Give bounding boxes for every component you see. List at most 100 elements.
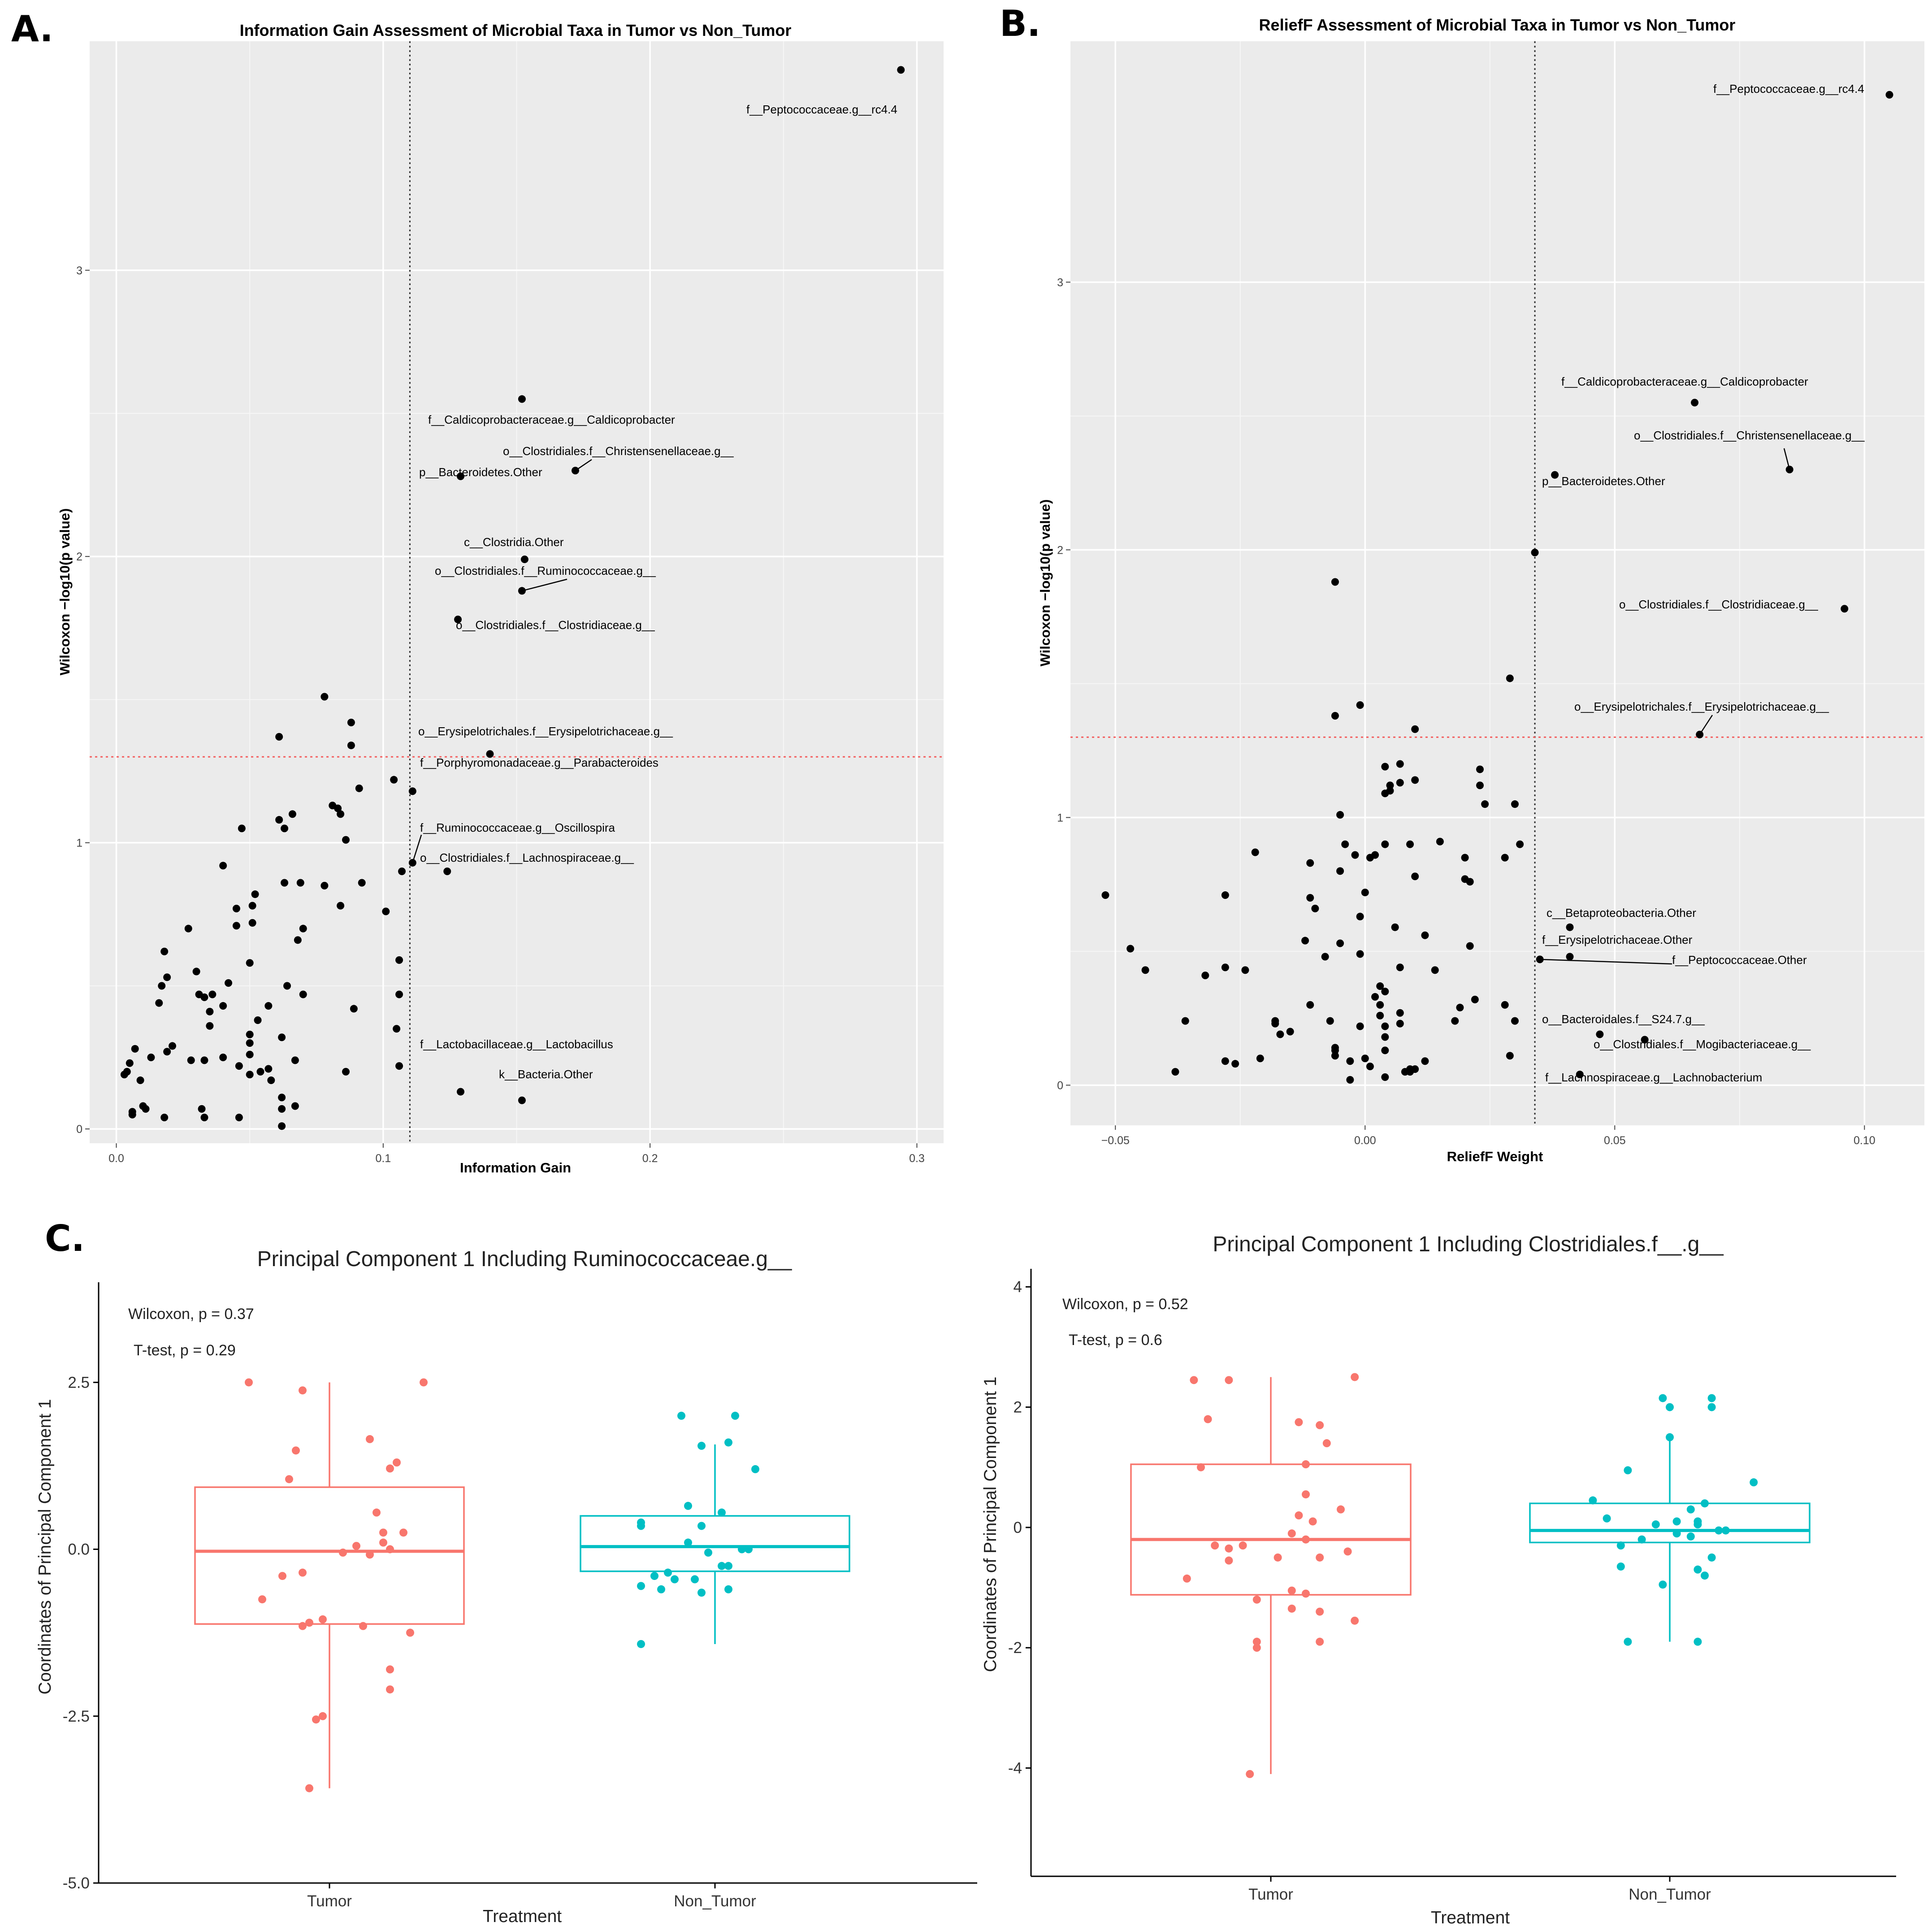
- panel-b-data-point: [1141, 966, 1149, 974]
- panel-b-data-point: [1221, 963, 1229, 972]
- panel-c-left-jitter-point: [299, 1386, 307, 1395]
- panel-b-point-label: c__Betaproteobacteria.Other: [1546, 906, 1696, 920]
- panel-b-data-point: [1501, 1001, 1509, 1009]
- panel-c-right-jitter-point: [1672, 1517, 1681, 1526]
- panel-c-left-ttest-label: T-test, p = 0.29: [134, 1342, 236, 1359]
- panel-b-data-point: [1381, 1022, 1389, 1030]
- panel-c-left-jitter-point: [386, 1665, 394, 1674]
- panel-c-left-jitter-point: [697, 1522, 706, 1530]
- panel-c-right-y-tick-label: 2: [1014, 1399, 1022, 1416]
- panel-a-labeled-point: [520, 555, 528, 564]
- panel-b-data-point: [1321, 953, 1329, 961]
- panel-a-data-point: [200, 993, 208, 1001]
- panel-a-data-point: [251, 890, 259, 898]
- panel-a-labeled-point: [518, 1096, 526, 1104]
- panel-a-data-point: [256, 1067, 264, 1076]
- panel-a-data-point: [275, 816, 283, 824]
- panel-b-data-point: [1466, 878, 1474, 886]
- panel-c-left-wilcoxon-label: Wilcoxon, p = 0.37: [128, 1306, 254, 1323]
- panel-a-data-point: [128, 1111, 136, 1119]
- panel-c-right-box-non-tumor: [1529, 1502, 1811, 1544]
- panel-b-data-point: [1171, 1068, 1179, 1076]
- panel-b-data-point: [1366, 1063, 1374, 1071]
- panel-b-data-point: [1456, 1003, 1464, 1011]
- panel-b-data-point: [1336, 867, 1344, 875]
- panel-c-right-jitter-point: [1750, 1478, 1758, 1487]
- panel-b-data-point: [1311, 904, 1319, 912]
- panel-b-data-point: [1331, 1052, 1339, 1060]
- panel-c-right-jitter-point: [1351, 1616, 1359, 1625]
- panel-c-left-jitter-point: [319, 1615, 327, 1623]
- panel-c-right-jitter-point: [1651, 1520, 1660, 1529]
- panel-a-data-point: [232, 922, 240, 930]
- panel-a-label-leader-line: [412, 834, 422, 863]
- panel-c-right-title: Principal Component 1 Including Clostrid…: [1213, 1232, 1724, 1256]
- panel-b-data-point: [1396, 1020, 1404, 1028]
- panel-a-data-point: [342, 1067, 350, 1076]
- panel-b-labeled-point: [1841, 605, 1849, 613]
- panel-b-data-point: [1381, 1046, 1389, 1054]
- panel-a-point-label: c__Clostridia.Other: [464, 535, 564, 549]
- panel-c-right-jitter-point: [1694, 1520, 1702, 1529]
- panel-a-data-point: [131, 1045, 139, 1053]
- panel-c-left-x-tick-label-non-tumor: Non_Tumor: [674, 1892, 756, 1910]
- panel-a-data-point: [184, 924, 192, 933]
- panel-c-left-jitter-point: [312, 1715, 320, 1724]
- panel-b-point-label: f__Caldicoprobacteraceae.g__Caldicoproba…: [1561, 375, 1808, 388]
- panel-a-data-point: [187, 1056, 195, 1064]
- panel-a-data-point: [163, 973, 171, 981]
- panel-c-left-jitter-point: [704, 1549, 712, 1557]
- panel-a-data-point: [275, 733, 283, 741]
- panel-b-data-point: [1286, 1028, 1294, 1036]
- panel-c-right-x-tick-label-tumor: Tumor: [1248, 1886, 1293, 1903]
- panel-c-right-box-tumor: [1130, 1463, 1412, 1596]
- panel-c-right-jitter-point: [1616, 1541, 1625, 1550]
- panel-c-right-jitter-point: [1225, 1556, 1233, 1565]
- panel-a-data-point: [299, 924, 307, 933]
- panel-c-left-y-tick-label: -2.5: [63, 1708, 90, 1725]
- panel-b-data-point: [1466, 942, 1474, 950]
- panel-a-data-point: [267, 1076, 275, 1085]
- panel-b-y-axis-label: Wilcoxon −log10(p value): [1037, 499, 1053, 667]
- panel-c-right-jitter-point: [1666, 1433, 1674, 1441]
- panel-a-data-point: [200, 1114, 208, 1122]
- panel-a-data-point: [246, 959, 254, 967]
- panel-c-right-jitter-point: [1343, 1547, 1352, 1556]
- panel-b-data-point: [1356, 1022, 1364, 1030]
- panel-a-data-point: [248, 902, 256, 910]
- panel-c-left-box-non-tumor: [580, 1515, 850, 1572]
- panel-a-point-label: p__Bacteroidetes.Other: [419, 465, 542, 479]
- panel-a-point-label: o__Clostridiales.f__Clostridiaceae.g__: [456, 618, 655, 632]
- panel-a-label-leader-line: [522, 578, 567, 592]
- panel-c-left-title: Principal Component 1 Including Ruminoco…: [257, 1247, 793, 1271]
- panel-c-right-ttest-label: T-test, p = 0.6: [1069, 1332, 1162, 1349]
- panel-c-right-jitter-point: [1707, 1553, 1716, 1562]
- panel-a-data-point: [235, 1114, 243, 1122]
- panel-a-data-point: [278, 1033, 286, 1041]
- panel-b-data-point: [1341, 840, 1349, 848]
- panel-a-x-tick-label: 0.0: [108, 1152, 124, 1165]
- panel-a-y-axis-label: Wilcoxon −log10(p value): [57, 508, 73, 676]
- panel-c-left-jitter-point: [299, 1622, 307, 1630]
- panel-c-left-jitter-point: [366, 1435, 374, 1443]
- panel-c-right-jitter-point: [1252, 1595, 1261, 1604]
- panel-a-y-tick-label: 0: [76, 1123, 82, 1136]
- panel-letter-b: B.: [1000, 3, 1040, 44]
- panel-b-data-point: [1421, 931, 1429, 939]
- panel-c-left-y-axis-label: Coordinates of Principal Component 1: [35, 1399, 55, 1694]
- panel-a-point-label: f__Peptococcaceae.g__rc4.4: [746, 103, 897, 116]
- panel-c-right-jitter-point: [1715, 1526, 1723, 1535]
- panel-a-data-point: [158, 982, 166, 990]
- panel-c-right-x-axis-label: Treatment: [1431, 1908, 1510, 1927]
- panel-a-data-point: [278, 1094, 286, 1102]
- panel-a-data-point: [246, 1039, 254, 1047]
- panel-b-x-tick-label: −0.05: [1101, 1134, 1130, 1147]
- panel-letter-a: A.: [11, 8, 53, 50]
- panel-b-data-point: [1376, 1001, 1384, 1009]
- panel-b-point-label: f__Erysipelotrichaceae.Other: [1542, 933, 1693, 946]
- panel-a-label-leader-line: [575, 459, 592, 471]
- panel-c-left-jitter-point: [677, 1411, 685, 1420]
- panel-a-data-point: [206, 1007, 214, 1015]
- panel-c-right-jitter-point: [1672, 1529, 1681, 1538]
- panel-a-point-label: f__Ruminococcaceae.g__Oscillospira: [420, 821, 615, 834]
